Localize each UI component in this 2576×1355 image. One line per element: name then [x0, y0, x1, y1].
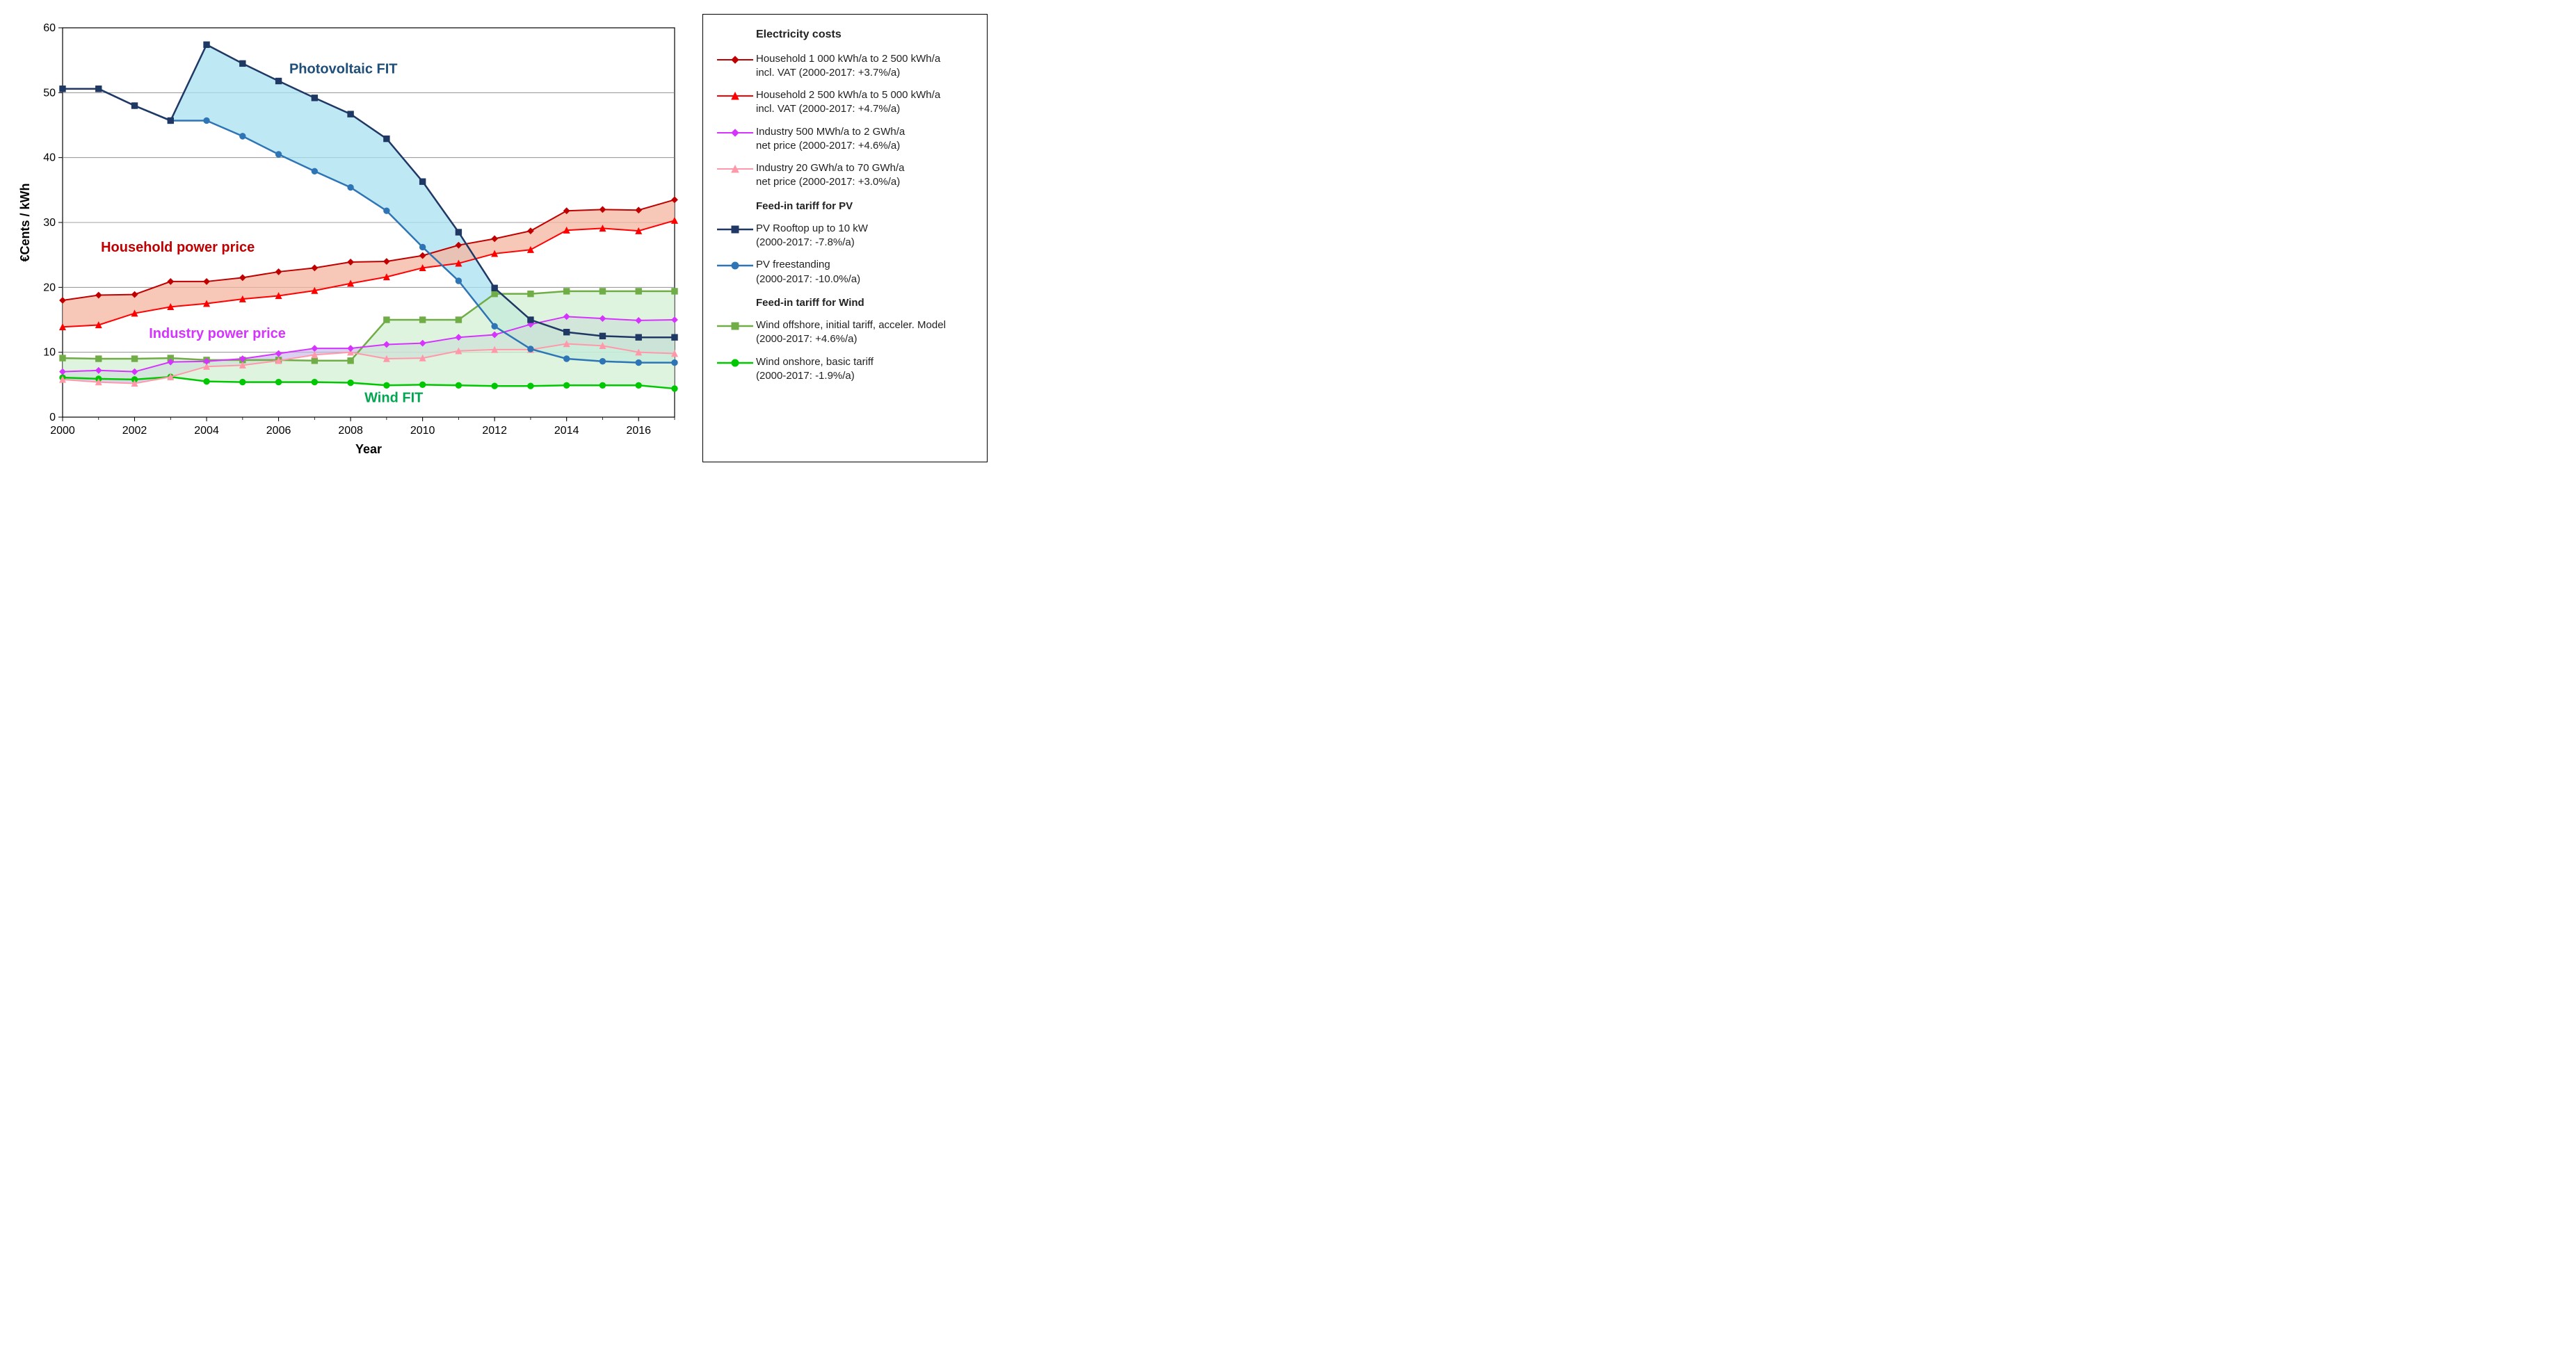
svg-text:20: 20	[43, 282, 56, 293]
legend-swatch-icon	[717, 54, 753, 66]
legend-heading-pv: Feed-in tariff for PV	[756, 200, 973, 213]
legend-swatch-icon	[717, 163, 753, 175]
legend-group-wind: Wind offshore, initial tariff, acceler. …	[717, 318, 973, 383]
svg-text:2000: 2000	[50, 425, 75, 437]
legend-entry: Industry 20 GWh/a to 70 GWh/anet price (…	[717, 161, 973, 190]
annotation: Wind FIT	[364, 391, 423, 406]
svg-text:2010: 2010	[410, 425, 435, 437]
legend-entry: Wind offshore, initial tariff, acceler. …	[717, 318, 973, 347]
svg-text:2008: 2008	[338, 425, 363, 437]
svg-text:2004: 2004	[194, 425, 219, 437]
legend-entry: Wind onshore, basic tariff(2000-2017: -1…	[717, 355, 973, 384]
svg-text:2006: 2006	[266, 425, 291, 437]
svg-text:30: 30	[43, 217, 56, 229]
legend-swatch-icon	[717, 320, 753, 332]
svg-text:0: 0	[49, 412, 56, 423]
legend-heading-costs: Electricity costs	[756, 27, 973, 42]
svg-text:50: 50	[43, 87, 56, 99]
annotation: Photovoltaic FIT	[289, 61, 398, 76]
svg-text:Year: Year	[355, 442, 382, 456]
legend-swatch-icon	[717, 357, 753, 369]
legend-entry: PV Rooftop up to 10 kW(2000-2017: -7.8%/…	[717, 222, 973, 250]
legend-label: PV Rooftop up to 10 kW(2000-2017: -7.8%/…	[756, 222, 973, 250]
legend-label: Household 1 000 kWh/a to 2 500 kWh/aincl…	[756, 52, 973, 81]
svg-text:10: 10	[43, 347, 56, 359]
legend-entry: Household 1 000 kWh/a to 2 500 kWh/aincl…	[717, 52, 973, 81]
legend-entry: PV freestanding(2000-2017: -10.0%/a)	[717, 258, 973, 286]
legend-swatch-icon	[717, 223, 753, 236]
svg-text:2012: 2012	[482, 425, 507, 437]
svg-text:2016: 2016	[626, 425, 651, 437]
legend-label: Wind offshore, initial tariff, acceler. …	[756, 318, 973, 347]
annotation: Household power price	[101, 240, 255, 255]
annotation: Industry power price	[149, 326, 286, 341]
legend-entry: Industry 500 MWh/a to 2 GWh/anet price (…	[717, 125, 973, 154]
legend-swatch-icon	[717, 259, 753, 272]
legend-entry: Household 2 500 kWh/a to 5 000 kWh/aincl…	[717, 88, 973, 117]
legend-label: Industry 500 MWh/a to 2 GWh/anet price (…	[756, 125, 973, 154]
legend-label: PV freestanding(2000-2017: -10.0%/a)	[756, 258, 973, 286]
chart-svg: 0 10 20 30 40 50 60 2000 2002 2004 2006 2008 2010 201…	[14, 14, 689, 459]
legend-group-costs: Household 1 000 kWh/a to 2 500 kWh/aincl…	[717, 52, 973, 190]
svg-text:€Cents / kWh: €Cents / kWh	[18, 183, 32, 261]
svg-text:2014: 2014	[554, 425, 579, 437]
legend-swatch-icon	[717, 90, 753, 102]
legend-heading-wind: Feed-in tariff for Wind	[756, 296, 973, 310]
legend-group-pv: PV Rooftop up to 10 kW(2000-2017: -7.8%/…	[717, 222, 973, 286]
legend-label: Wind onshore, basic tariff(2000-2017: -1…	[756, 355, 973, 384]
legend-label: Household 2 500 kWh/a to 5 000 kWh/aincl…	[756, 88, 973, 117]
chart-container: 0 10 20 30 40 50 60 2000 2002 2004 2006 2008 2010 201…	[14, 14, 689, 462]
legend-label: Industry 20 GWh/a to 70 GWh/anet price (…	[756, 161, 973, 190]
svg-text:60: 60	[43, 22, 56, 34]
svg-text:2002: 2002	[122, 425, 147, 437]
svg-text:40: 40	[43, 152, 56, 164]
legend-swatch-icon	[717, 127, 753, 139]
legend-panel: Electricity costs Household 1 000 kWh/a …	[702, 14, 988, 462]
